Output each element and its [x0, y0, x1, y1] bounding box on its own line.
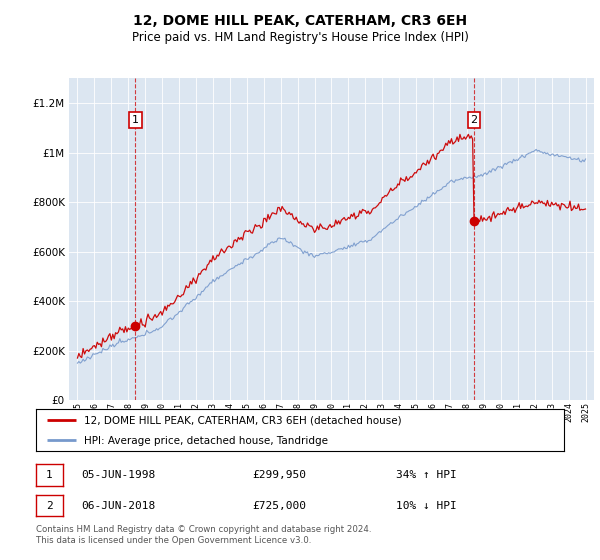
Text: 10% ↓ HPI: 10% ↓ HPI [396, 501, 457, 511]
Text: 2: 2 [46, 501, 53, 511]
Text: 12, DOME HILL PEAK, CATERHAM, CR3 6EH (detached house): 12, DOME HILL PEAK, CATERHAM, CR3 6EH (d… [83, 416, 401, 426]
Text: £299,950: £299,950 [252, 470, 306, 480]
Text: 2: 2 [470, 115, 478, 125]
Text: £725,000: £725,000 [252, 501, 306, 511]
Text: 34% ↑ HPI: 34% ↑ HPI [396, 470, 457, 480]
Text: 1: 1 [46, 470, 53, 480]
Text: Price paid vs. HM Land Registry's House Price Index (HPI): Price paid vs. HM Land Registry's House … [131, 31, 469, 44]
Text: Contains HM Land Registry data © Crown copyright and database right 2024.
This d: Contains HM Land Registry data © Crown c… [36, 525, 371, 545]
Text: 05-JUN-1998: 05-JUN-1998 [81, 470, 155, 480]
Text: 12, DOME HILL PEAK, CATERHAM, CR3 6EH: 12, DOME HILL PEAK, CATERHAM, CR3 6EH [133, 14, 467, 28]
Text: HPI: Average price, detached house, Tandridge: HPI: Average price, detached house, Tand… [83, 436, 328, 446]
Text: 1: 1 [132, 115, 139, 125]
Text: 06-JUN-2018: 06-JUN-2018 [81, 501, 155, 511]
